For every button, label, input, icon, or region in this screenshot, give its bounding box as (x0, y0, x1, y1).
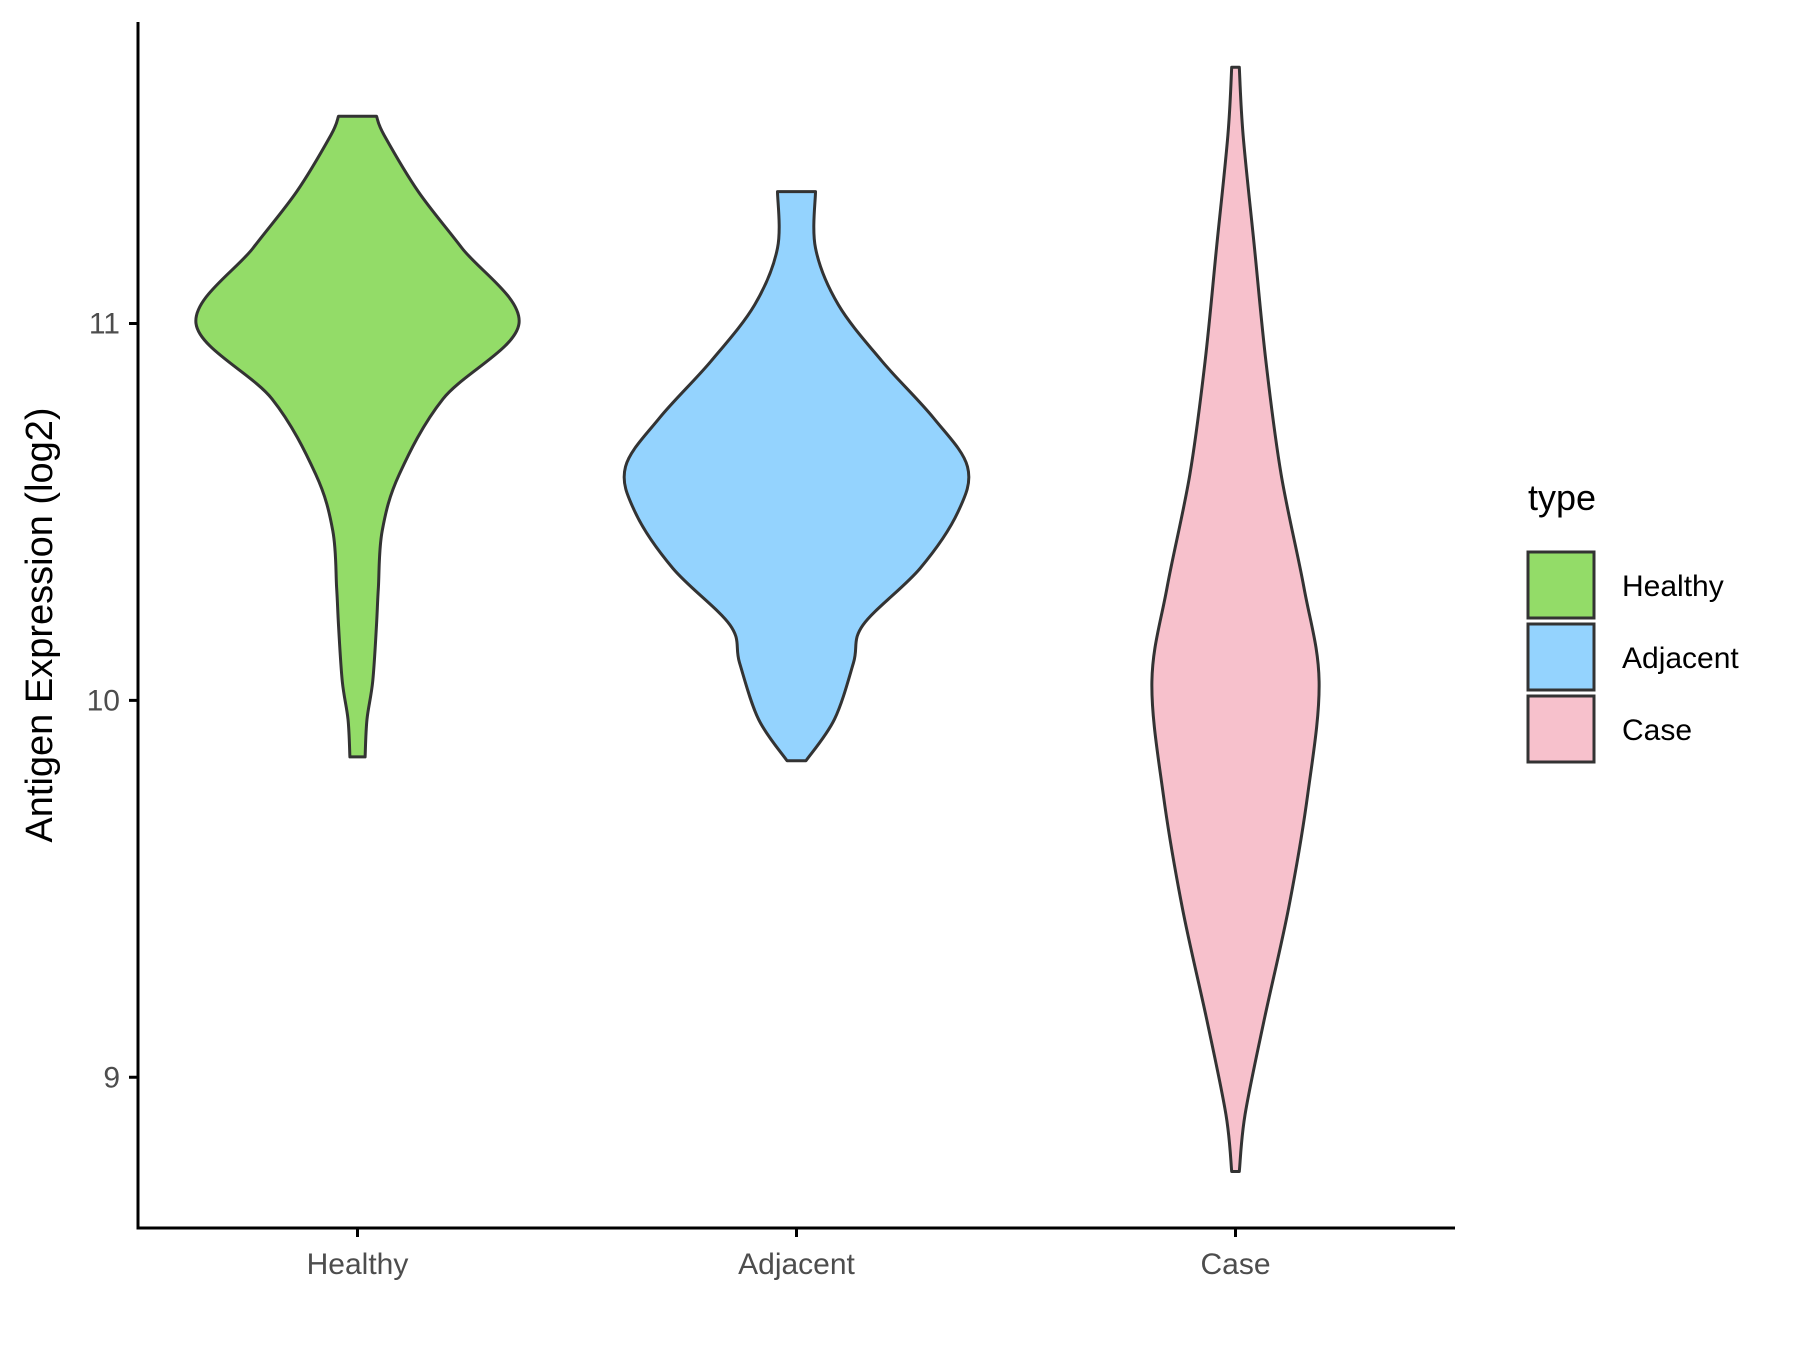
legend-key-adjacent (1526, 622, 1596, 692)
y-tick-label: 11 (89, 308, 120, 341)
y-axis-title: Antigen Expression (log2) (19, 407, 61, 842)
x-tick-label: Healthy (307, 1248, 409, 1281)
legend-label: Adjacent (1622, 642, 1739, 675)
y-tick-label: 10 (87, 684, 120, 717)
violin-case (1150, 65, 1321, 1173)
legend-key-healthy (1526, 550, 1596, 620)
x-tick-label: Case (1200, 1248, 1270, 1281)
violins-group (194, 65, 1321, 1173)
violin-adjacent (622, 190, 971, 763)
legend-key-case (1526, 694, 1596, 764)
legend-label: Case (1622, 714, 1692, 747)
y-tick-label: 9 (103, 1061, 120, 1094)
x-tick-label: Adjacent (738, 1248, 855, 1281)
legend-label: Healthy (1622, 570, 1724, 603)
legend: type Healthy Adjacent Case (1526, 477, 1739, 764)
y-axis-ticks: 9 10 11 (87, 308, 138, 1094)
x-axis-ticks: Healthy Adjacent Case (307, 1228, 1271, 1281)
violin-healthy (194, 114, 521, 759)
legend-title: type (1528, 477, 1596, 518)
